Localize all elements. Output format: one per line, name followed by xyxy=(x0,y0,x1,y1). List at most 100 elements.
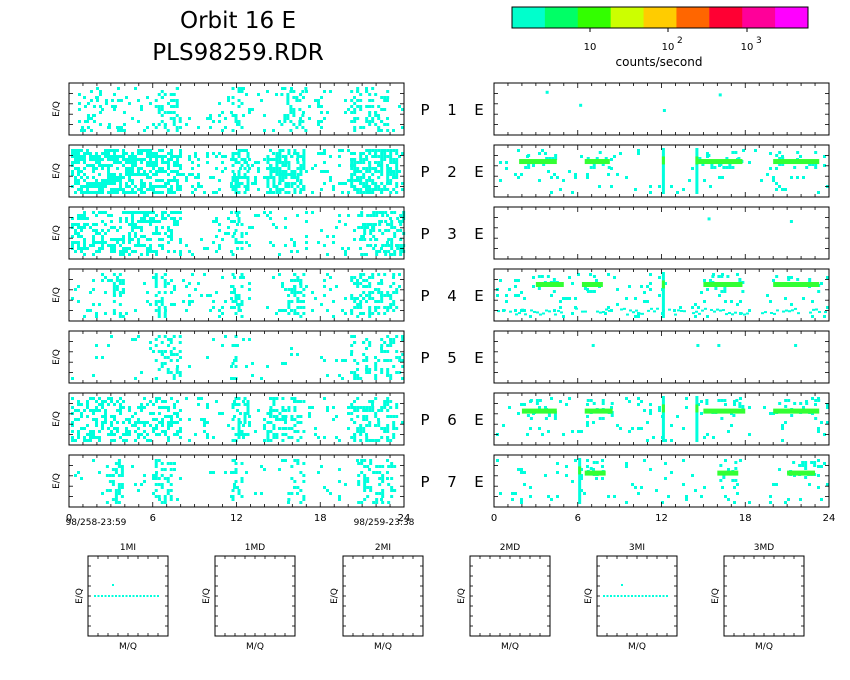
data-cell xyxy=(200,294,203,297)
data-cell xyxy=(200,238,203,241)
data-cell xyxy=(387,229,391,232)
data-cell xyxy=(290,309,293,312)
data-cell xyxy=(296,492,299,495)
data-cell xyxy=(332,300,335,303)
data-cell xyxy=(392,282,396,285)
data-cell xyxy=(167,158,170,161)
data-cell xyxy=(317,241,320,244)
data-cell xyxy=(550,176,553,179)
data-cell xyxy=(514,279,517,282)
data-cell xyxy=(293,418,297,421)
data-cell xyxy=(101,403,104,406)
data-cell xyxy=(116,409,119,412)
data-cell xyxy=(775,167,778,170)
data-cell xyxy=(122,191,125,194)
ylabel-eq: E/Q xyxy=(52,101,62,117)
data-cell xyxy=(368,282,372,285)
data-cell xyxy=(293,188,297,191)
data-cell xyxy=(365,182,369,185)
data-cell xyxy=(263,427,266,430)
data-cell xyxy=(167,167,170,170)
data-cell xyxy=(646,421,649,424)
data-cell xyxy=(377,282,381,285)
data-cell xyxy=(230,297,233,300)
data-cell xyxy=(368,424,372,427)
data-cell xyxy=(785,309,788,312)
spike-core xyxy=(695,156,699,165)
data-cell xyxy=(804,464,808,467)
data-cell xyxy=(278,170,282,173)
data-cell xyxy=(149,341,152,344)
data-cell xyxy=(86,185,89,188)
data-cell xyxy=(284,421,287,424)
data-cell xyxy=(98,439,101,442)
data-cell xyxy=(290,397,294,400)
data-cell xyxy=(92,418,95,421)
data-cell xyxy=(299,285,303,288)
data-cell xyxy=(237,217,241,220)
data-cell xyxy=(143,129,146,132)
data-cell xyxy=(374,288,377,291)
data-cell xyxy=(149,238,152,241)
band-mark xyxy=(535,282,564,287)
data-cell xyxy=(769,501,772,504)
data-cell xyxy=(365,155,368,158)
data-cell xyxy=(77,300,80,303)
data-cell xyxy=(296,152,300,155)
data-cell xyxy=(299,164,303,167)
data-cell xyxy=(542,163,546,166)
data-cell xyxy=(281,173,284,176)
data-cell xyxy=(188,250,191,253)
data-cell xyxy=(778,163,782,166)
data-cell xyxy=(77,152,80,155)
data-cell xyxy=(820,498,823,501)
data-cell xyxy=(92,397,95,400)
data-cell xyxy=(574,297,577,300)
data-cell xyxy=(257,93,260,96)
data-cell xyxy=(377,188,381,191)
data-cell xyxy=(233,483,236,486)
x-tick-label: 18 xyxy=(314,513,327,524)
data-cell xyxy=(363,480,367,483)
data-cell xyxy=(266,155,270,158)
data-cell xyxy=(179,356,182,359)
data-cell xyxy=(706,315,709,318)
data-cell xyxy=(95,356,98,359)
data-cell xyxy=(98,241,101,244)
data-cell xyxy=(77,108,81,111)
data-cell xyxy=(154,294,158,297)
data-cell xyxy=(107,214,110,217)
data-cell xyxy=(374,182,378,185)
data-cell xyxy=(71,377,74,380)
data-cell xyxy=(188,173,191,176)
data-cell xyxy=(149,152,152,155)
mass-line-cell xyxy=(157,595,159,597)
data-cell xyxy=(377,176,381,179)
data-cell xyxy=(289,129,293,132)
data-cell xyxy=(161,155,164,158)
data-cell xyxy=(269,149,272,152)
data-cell xyxy=(119,126,123,129)
data-cell xyxy=(378,220,382,223)
data-cell xyxy=(515,313,518,316)
data-cell xyxy=(230,158,233,161)
data-cell xyxy=(293,182,297,185)
data-cell xyxy=(113,191,116,194)
data-cell xyxy=(134,421,137,424)
data-cell xyxy=(248,167,251,170)
data-cell xyxy=(98,250,101,253)
data-cell xyxy=(589,166,593,169)
data-cell xyxy=(362,185,366,188)
title-file: PLS98259.RDR xyxy=(152,40,323,66)
data-cell xyxy=(598,151,602,154)
data-cell xyxy=(146,126,149,129)
data-cell xyxy=(143,244,146,247)
data-cell xyxy=(547,430,550,433)
data-cell xyxy=(134,235,137,238)
data-cell xyxy=(227,424,230,427)
data-cell xyxy=(365,294,368,297)
data-cell xyxy=(374,365,378,368)
data-cell xyxy=(696,344,700,347)
data-cell xyxy=(694,303,697,306)
data-cell xyxy=(128,167,131,170)
